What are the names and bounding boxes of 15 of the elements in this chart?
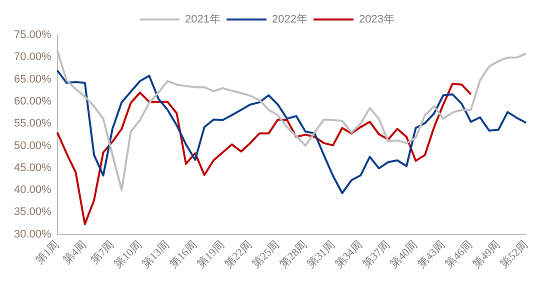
y-tick-label: 50.00%	[14, 140, 52, 152]
y-tick-label: 60.00%	[14, 95, 52, 108]
x-tick-label: 第4周	[61, 238, 90, 267]
legend-label: 2023年	[358, 14, 394, 26]
y-tick-label: 75.00%	[14, 29, 52, 42]
y-tick-label: 40.00%	[14, 184, 52, 196]
legend-label: 2022年	[272, 14, 308, 26]
y-tick-label: 55.00%	[14, 118, 52, 130]
y-tick-label: 70.00%	[14, 51, 52, 64]
legend-label: 2021年	[185, 14, 221, 26]
y-tick-label: 35.00%	[14, 206, 52, 218]
y-tick-label: 30.00%	[14, 228, 52, 240]
y-tick-label: 65.00%	[14, 73, 52, 86]
x-tick-label: 第1周	[34, 238, 62, 267]
y-tick-label: 45.00%	[14, 162, 52, 174]
